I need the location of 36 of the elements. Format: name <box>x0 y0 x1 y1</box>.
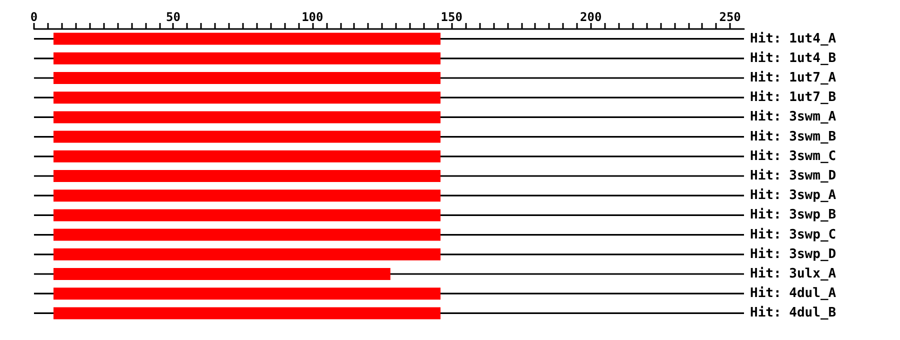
bar <box>53 111 441 124</box>
y-tick-label: Hit: 3swm_B <box>750 129 836 144</box>
bar <box>53 72 441 84</box>
bar <box>53 170 441 182</box>
bar <box>53 228 441 241</box>
y-tick-label: Hit: 4dul_A <box>750 286 836 302</box>
bar <box>53 190 441 202</box>
bar <box>53 130 441 143</box>
x-tick-label: 50 <box>166 10 180 24</box>
y-tick-label: Hit: 1ut4_B <box>750 50 836 66</box>
y-tick-label: Hit: 3swp_C <box>750 227 836 242</box>
y-tick-label: Hit: 3ulx_A <box>750 266 836 282</box>
bar <box>53 32 441 45</box>
x-tick-label: 150 <box>440 10 462 24</box>
bar <box>53 209 441 222</box>
x-tick-label: 0 <box>30 10 38 24</box>
bar <box>53 268 390 280</box>
y-tick-label: Hit: 3swp_A <box>750 188 836 204</box>
bar <box>53 307 441 320</box>
y-tick-label: Hit: 1ut7_B <box>750 90 836 106</box>
bar <box>53 150 441 162</box>
bar <box>53 52 441 64</box>
y-tick-label: Hit: 1ut4_A <box>750 31 836 46</box>
y-tick-label: Hit: 3swm_D <box>750 168 836 184</box>
y-tick-label: Hit: 3swp_D <box>750 246 836 262</box>
y-tick-label: Hit: 3swm_A <box>750 110 836 125</box>
x-tick-label: 200 <box>580 10 602 24</box>
bar <box>53 288 441 300</box>
y-tick-label: Hit: 3swp_B <box>750 208 836 223</box>
y-tick-label: Hit: 1ut7_A <box>750 70 836 86</box>
y-tick-label: Hit: 3swm_C <box>750 148 836 164</box>
x-tick-label: 100 <box>302 10 324 24</box>
x-tick-label: 250 <box>719 10 741 24</box>
bar <box>53 248 441 260</box>
y-tick-label: Hit: 4dul_B <box>750 306 836 321</box>
bar <box>53 92 441 104</box>
